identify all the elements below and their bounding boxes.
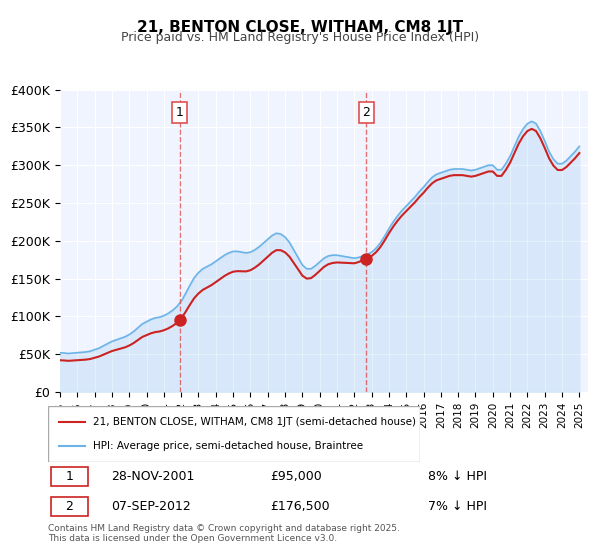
Text: 2: 2: [65, 500, 73, 513]
FancyBboxPatch shape: [50, 467, 88, 486]
Text: 28-NOV-2001: 28-NOV-2001: [112, 470, 195, 483]
Text: 1: 1: [65, 470, 73, 483]
Text: 1: 1: [176, 106, 184, 119]
FancyBboxPatch shape: [50, 497, 88, 516]
Text: Price paid vs. HM Land Registry's House Price Index (HPI): Price paid vs. HM Land Registry's House …: [121, 31, 479, 44]
Text: 21, BENTON CLOSE, WITHAM, CM8 1JT (semi-detached house): 21, BENTON CLOSE, WITHAM, CM8 1JT (semi-…: [92, 417, 416, 427]
Text: 21, BENTON CLOSE, WITHAM, CM8 1JT: 21, BENTON CLOSE, WITHAM, CM8 1JT: [137, 20, 463, 35]
Text: £95,000: £95,000: [270, 470, 322, 483]
Text: 07-SEP-2012: 07-SEP-2012: [112, 500, 191, 513]
Text: 8% ↓ HPI: 8% ↓ HPI: [428, 470, 487, 483]
Text: Contains HM Land Registry data © Crown copyright and database right 2025.
This d: Contains HM Land Registry data © Crown c…: [48, 524, 400, 543]
Text: £176,500: £176,500: [270, 500, 329, 513]
Text: HPI: Average price, semi-detached house, Braintree: HPI: Average price, semi-detached house,…: [92, 441, 363, 451]
FancyBboxPatch shape: [48, 406, 420, 462]
Text: 2: 2: [362, 106, 370, 119]
Text: 7% ↓ HPI: 7% ↓ HPI: [428, 500, 487, 513]
